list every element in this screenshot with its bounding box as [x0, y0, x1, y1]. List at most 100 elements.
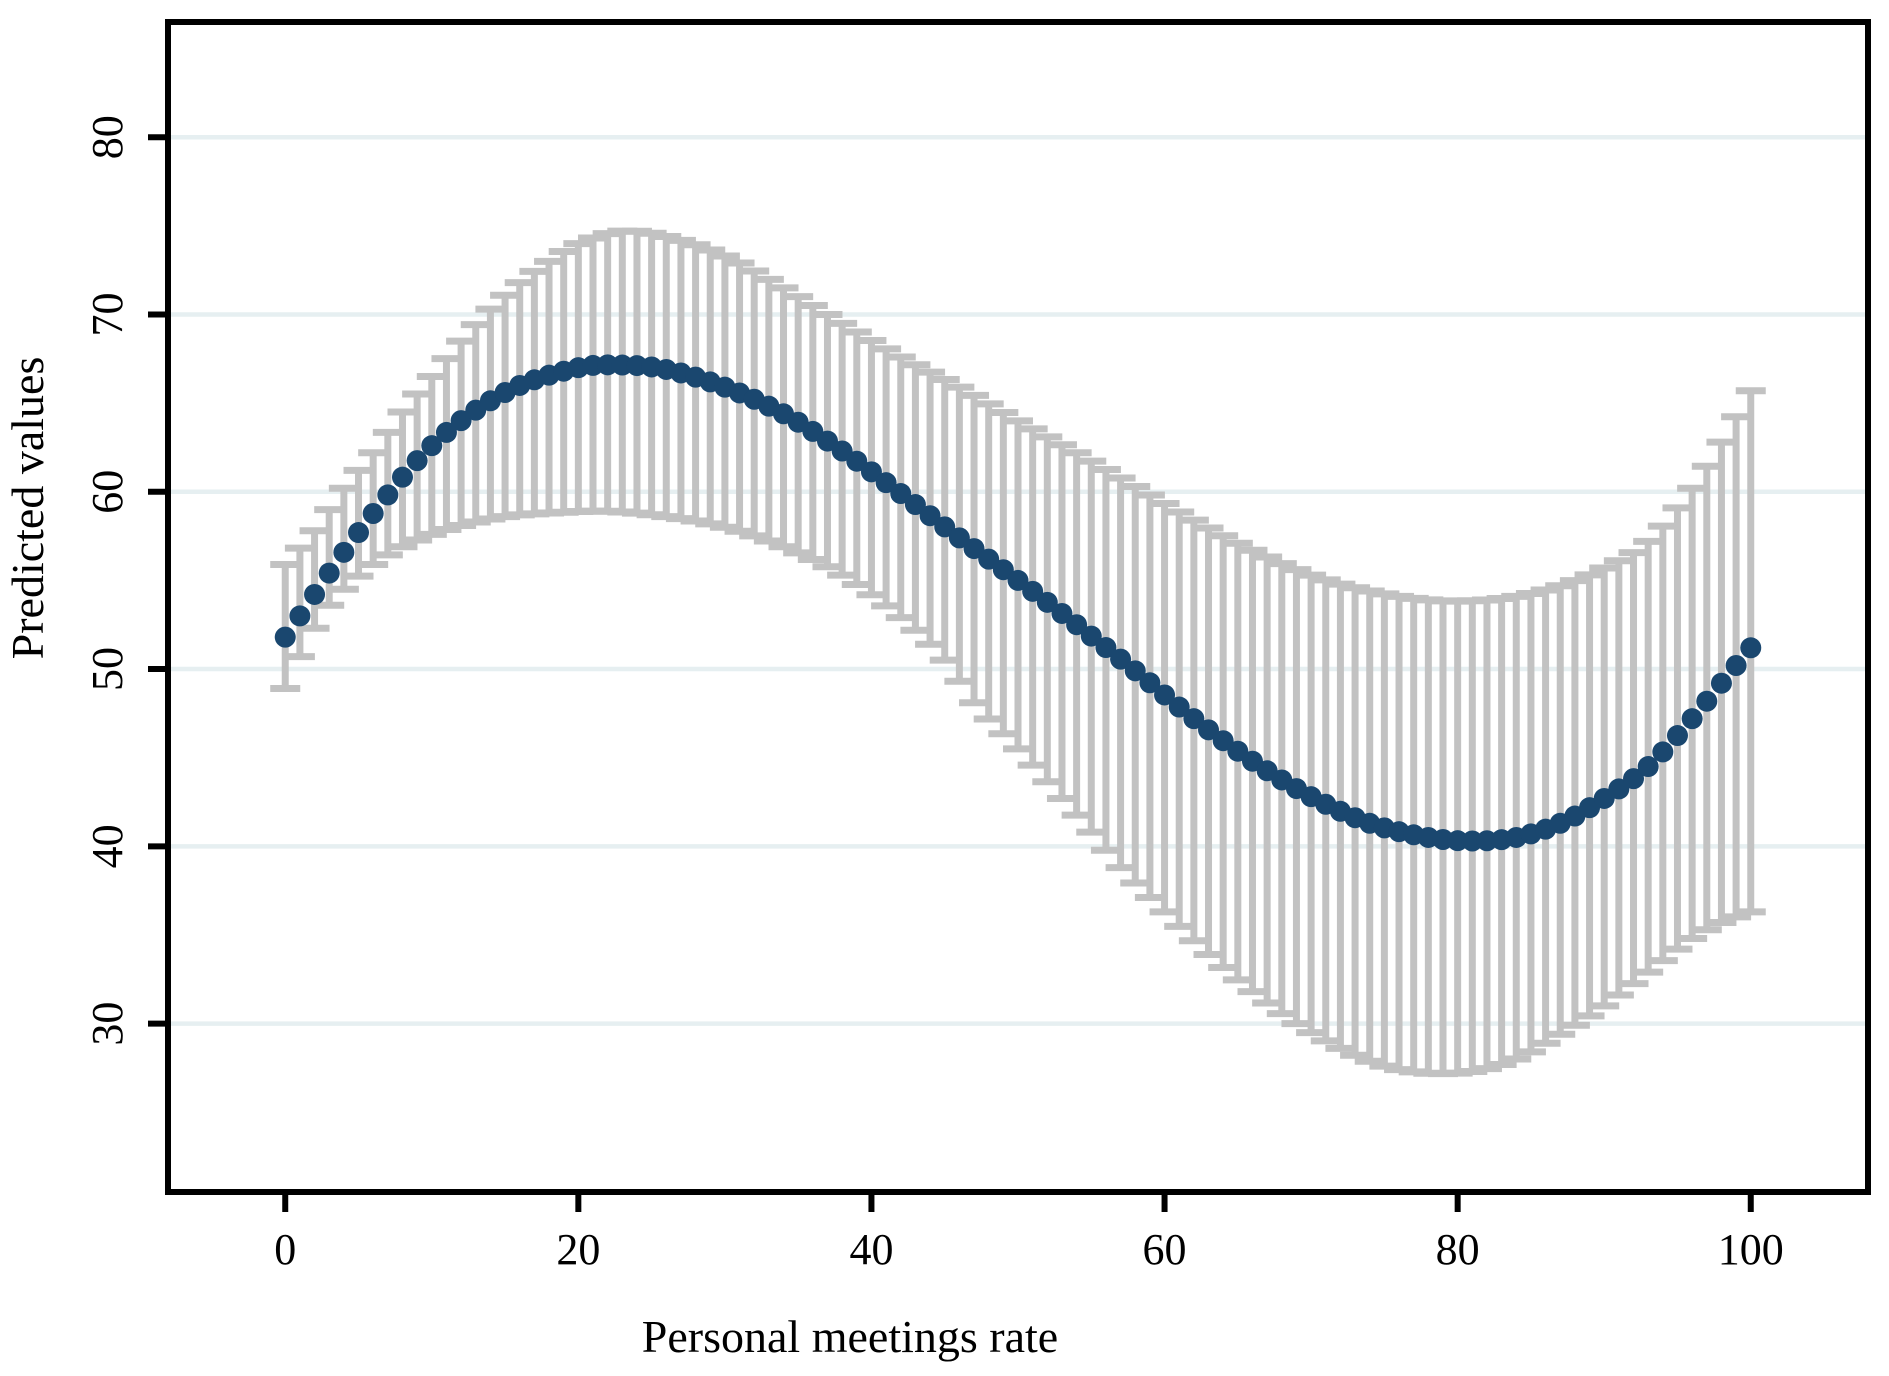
predicted-value-point	[992, 559, 1014, 581]
predicted-value-point	[1154, 684, 1176, 706]
predicted-value-point	[421, 435, 443, 457]
y-tick-label: 40	[83, 824, 132, 868]
predicted-value-point	[890, 483, 912, 505]
predicted-value-point	[875, 472, 897, 494]
error-bar	[284, 544, 315, 661]
y-tick-label: 30	[83, 1002, 132, 1046]
predicted-value-point	[1725, 655, 1747, 676]
error-bar	[270, 560, 301, 693]
error-bar	[431, 355, 462, 533]
predicted-value-point	[377, 484, 399, 506]
tick-labels: 0 20 40 60 80 100 30 40 50 60 70 80	[83, 115, 1784, 1274]
predicted-value-point	[919, 505, 941, 527]
error-bars	[270, 227, 1766, 1078]
predicted-value-point	[348, 522, 370, 544]
predicted-value-point	[1183, 708, 1205, 730]
y-tick-label: 80	[83, 115, 132, 159]
y-tick-label: 50	[83, 647, 132, 691]
error-bar	[1178, 516, 1209, 945]
error-bar	[1589, 564, 1620, 1010]
predicted-value-point	[1022, 580, 1044, 602]
x-tick-label: 40	[849, 1225, 893, 1274]
predicted-value-point	[1681, 708, 1703, 730]
predicted-value-point	[1080, 625, 1102, 647]
predicted-value-point	[406, 450, 428, 472]
predicted-value-point	[1637, 756, 1659, 778]
error-bar	[1076, 457, 1107, 836]
x-tick-label: 80	[1436, 1225, 1480, 1274]
predicted-value-point	[1461, 830, 1483, 852]
predicted-value-point	[1608, 778, 1630, 800]
error-bar	[1164, 508, 1195, 930]
predicted-value-point	[1710, 672, 1732, 694]
predicted-value-point	[391, 466, 413, 488]
x-tick-label: 20	[556, 1225, 600, 1274]
error-bar	[1618, 549, 1649, 988]
predicted-value-point	[934, 516, 956, 538]
axis-ticks	[148, 134, 1754, 1212]
predicted-value-point	[948, 527, 970, 549]
plot-frame	[165, 19, 1871, 1195]
predicted-value-point	[1623, 768, 1645, 790]
y-tick-label: 70	[83, 293, 132, 337]
predicted-value-point	[274, 626, 296, 648]
predicted-value-point	[362, 502, 384, 524]
predicted-value-point	[963, 538, 985, 560]
x-tick-label: 0	[274, 1225, 296, 1274]
error-bar	[1603, 557, 1634, 999]
error-bar	[1149, 500, 1180, 916]
predicted-value-point	[597, 354, 619, 376]
predicted-value-point	[1051, 602, 1073, 624]
predicted-value-point	[904, 494, 926, 516]
predicted-value-point	[304, 583, 326, 605]
predicted-value-point	[1740, 637, 1762, 659]
predicted-value-point	[846, 450, 868, 472]
x-tick-label: 100	[1718, 1225, 1784, 1274]
error-bar	[1120, 482, 1151, 887]
error-bar	[1574, 571, 1605, 1020]
predicted-value-point	[1036, 591, 1058, 613]
error-bar	[328, 484, 359, 593]
predicted-value-point	[1696, 690, 1718, 712]
error-bar	[1559, 577, 1590, 1029]
predicted-value-point	[831, 440, 853, 462]
error-bar	[1515, 590, 1546, 1056]
predicted-value-point	[289, 605, 311, 627]
predicted-value-point	[611, 354, 633, 376]
predicted-value-point	[318, 562, 340, 584]
predicted-value-point	[1198, 719, 1220, 741]
predicted-value-point	[1168, 696, 1190, 718]
predicted-value-point	[860, 461, 882, 483]
predicted-value-point	[978, 548, 1000, 570]
predicted-value-point	[1124, 660, 1146, 682]
x-tick-label: 60	[1143, 1225, 1187, 1274]
predicted-value-point	[1066, 614, 1088, 636]
data-points	[274, 354, 1762, 852]
error-bar	[1134, 491, 1165, 902]
predicted-value-point	[1139, 672, 1161, 694]
error-bar	[1545, 582, 1576, 1038]
predicted-value-point	[1110, 648, 1132, 670]
error-bar	[1530, 586, 1561, 1047]
predicted-value-point	[450, 410, 472, 432]
predicted-value-point	[1652, 741, 1674, 763]
error-bar	[1193, 524, 1224, 958]
y-axis-title: Predicted values	[2, 357, 53, 660]
error-bar	[1090, 466, 1121, 854]
y-tick-label: 60	[83, 470, 132, 514]
x-axis-title: Personal meetings rate	[642, 1311, 1058, 1362]
predicted-value-point	[1447, 830, 1469, 852]
error-bar	[299, 527, 330, 632]
predicted-value-point	[1212, 730, 1234, 752]
predicted-value-point	[1666, 725, 1688, 747]
predicted-value-point	[1227, 740, 1249, 762]
predicted-value-point	[435, 421, 457, 443]
predicted-value-point	[1007, 569, 1029, 591]
predicted-value-point	[1095, 637, 1117, 659]
predicted-value-point	[816, 430, 838, 452]
error-bar	[1105, 474, 1136, 872]
predicted-value-point	[333, 541, 355, 563]
error-bar	[1208, 532, 1239, 971]
